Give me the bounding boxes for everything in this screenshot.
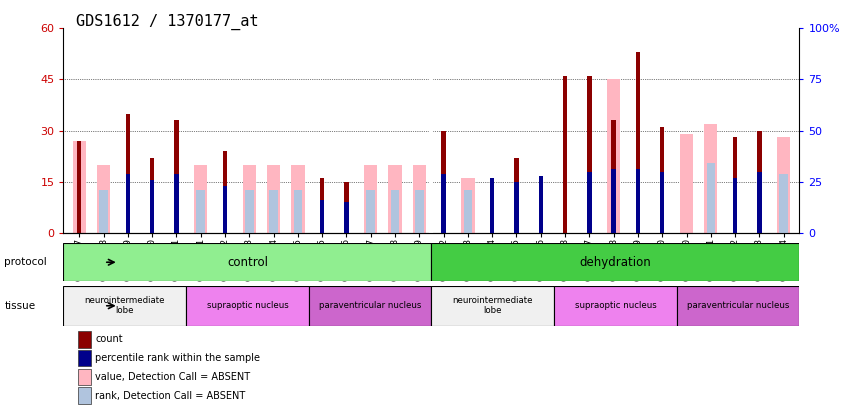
Bar [415,190,424,233]
Bar [73,141,86,233]
Bar [78,331,91,347]
Bar [222,186,228,233]
Bar [344,202,349,233]
Bar [431,243,799,281]
Bar [413,165,426,233]
Bar [222,151,228,233]
Bar [364,165,377,233]
Bar [126,174,130,233]
Bar [554,286,677,326]
Bar [63,243,431,281]
Text: supraoptic nucleus: supraoptic nucleus [574,301,656,310]
Bar [757,130,761,233]
Bar [704,124,717,233]
Bar [442,130,446,233]
Text: count: count [95,335,123,344]
Text: supraoptic nucleus: supraoptic nucleus [206,301,288,310]
Bar [294,190,302,233]
Bar [320,178,324,233]
Bar [194,165,207,233]
Bar [174,120,179,233]
Bar [388,165,402,233]
Bar [635,169,640,233]
Bar [78,369,91,385]
Bar [490,178,494,233]
Bar [635,52,640,233]
Bar [607,79,620,233]
Text: percentile rank within the sample: percentile rank within the sample [95,353,260,363]
Bar [269,190,277,233]
Bar [96,165,110,233]
Bar [514,182,519,233]
Bar [461,178,475,233]
Bar [660,127,664,233]
Bar [442,174,446,233]
Bar [186,286,309,326]
Bar [733,137,737,233]
Bar [77,141,81,233]
Bar [757,172,761,233]
Bar [196,190,205,233]
Bar [63,286,186,326]
Text: control: control [227,256,268,269]
Bar [126,113,130,233]
Bar [391,190,399,233]
Text: dehydration: dehydration [580,256,651,269]
Bar [677,286,799,326]
Bar [344,182,349,233]
Bar [150,158,154,233]
Bar [706,163,715,233]
Text: GDS1612 / 1370177_at: GDS1612 / 1370177_at [76,14,259,30]
Bar [464,190,472,233]
Text: value, Detection Call = ABSENT: value, Detection Call = ABSENT [95,372,250,382]
Text: protocol: protocol [4,258,47,267]
Bar [366,190,375,233]
Bar [777,137,790,233]
Bar [245,190,254,233]
Bar [431,286,554,326]
Bar [243,165,256,233]
Text: rank, Detection Call = ABSENT: rank, Detection Call = ABSENT [95,391,245,401]
Bar [99,190,107,233]
Bar [78,350,91,367]
Text: neurointermediate
lobe: neurointermediate lobe [453,296,533,315]
Text: paraventricular nucleus: paraventricular nucleus [687,301,789,310]
Text: paraventricular nucleus: paraventricular nucleus [319,301,421,310]
Bar [174,174,179,233]
Bar [309,286,431,326]
Bar [291,165,305,233]
Bar [680,134,693,233]
Bar [563,76,568,233]
Text: neurointermediate
lobe: neurointermediate lobe [85,296,165,315]
Bar [266,165,280,233]
Bar [660,172,664,233]
Bar [514,158,519,233]
Bar [587,76,591,233]
Bar [612,169,616,233]
Text: tissue: tissue [4,301,36,311]
Bar [733,178,737,233]
Bar [78,388,91,404]
Bar [320,200,324,233]
Bar [779,174,788,233]
Bar [150,180,154,233]
Bar [587,172,591,233]
Bar [539,176,543,233]
Bar [612,120,616,233]
